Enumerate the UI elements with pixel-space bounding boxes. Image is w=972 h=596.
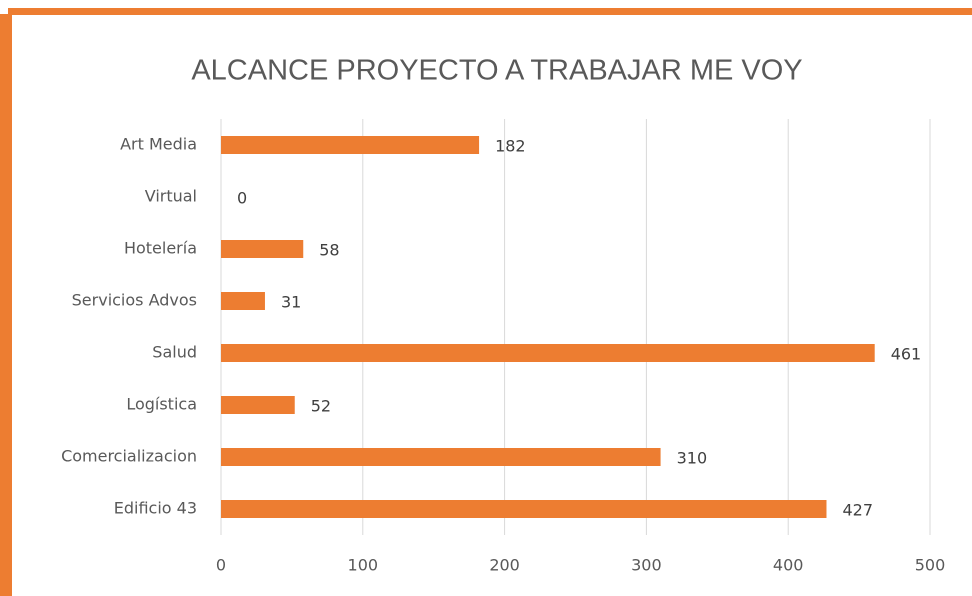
x-tick-label: 300 bbox=[631, 556, 662, 575]
bar bbox=[221, 448, 661, 466]
y-tick-label: Comercializacion bbox=[61, 447, 197, 466]
frame-top bbox=[8, 8, 972, 15]
x-tick-label: 500 bbox=[915, 556, 946, 575]
frame-left bbox=[0, 14, 12, 596]
y-tick-label: Virtual bbox=[145, 187, 197, 206]
bar bbox=[221, 136, 480, 154]
y-tick-label: Logística bbox=[126, 395, 197, 414]
bar bbox=[221, 396, 295, 414]
bar bbox=[221, 292, 265, 310]
data-label: 31 bbox=[281, 293, 301, 312]
y-tick-label: Hotelería bbox=[124, 239, 197, 258]
x-tick-label: 200 bbox=[489, 556, 520, 575]
y-tick-label: Servicios Advos bbox=[72, 291, 197, 310]
y-tick-label: Art Media bbox=[120, 135, 197, 154]
data-label: 58 bbox=[319, 241, 339, 260]
data-label: 310 bbox=[677, 449, 708, 468]
bar bbox=[221, 500, 827, 518]
bar bbox=[221, 344, 875, 362]
x-tick-label: 400 bbox=[773, 556, 804, 575]
bar bbox=[221, 240, 304, 258]
x-tick-label: 0 bbox=[216, 556, 226, 575]
data-label: 427 bbox=[842, 501, 873, 520]
data-label: 461 bbox=[891, 345, 922, 364]
y-tick-label: Edificio 43 bbox=[114, 499, 197, 518]
data-label: 182 bbox=[495, 137, 526, 156]
x-tick-label: 100 bbox=[348, 556, 379, 575]
data-label: 0 bbox=[237, 189, 247, 208]
y-tick-label: Salud bbox=[152, 343, 197, 362]
data-label: 52 bbox=[311, 397, 331, 416]
chart-title: ALCANCE PROYECTO A TRABAJAR ME VOY bbox=[191, 55, 802, 87]
